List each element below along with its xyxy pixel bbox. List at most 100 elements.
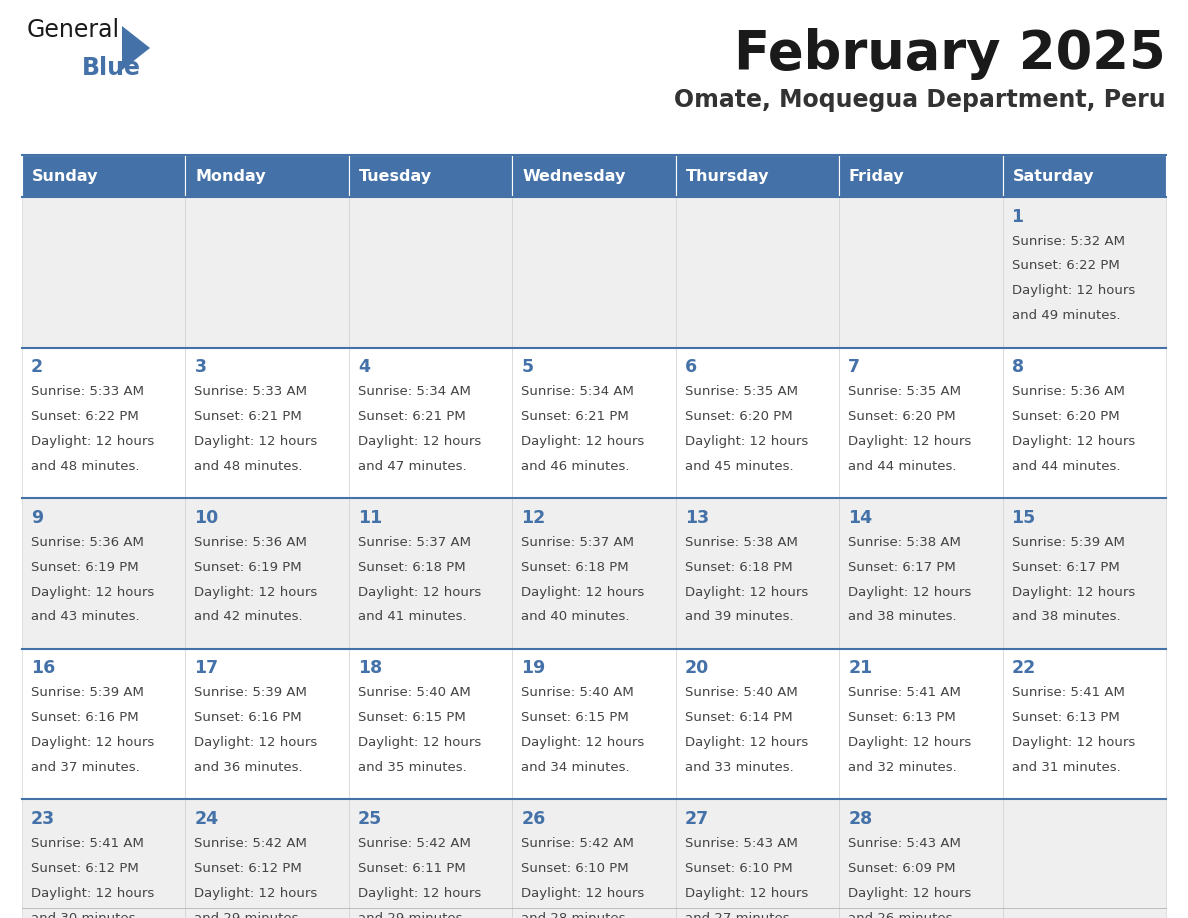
Text: Sunrise: 5:39 AM: Sunrise: 5:39 AM [31,687,144,700]
Text: Sunset: 6:20 PM: Sunset: 6:20 PM [848,410,956,423]
Text: Sunrise: 5:43 AM: Sunrise: 5:43 AM [684,837,797,850]
Text: and 26 minutes.: and 26 minutes. [848,912,956,918]
Text: Tuesday: Tuesday [359,169,431,184]
Polygon shape [122,26,150,70]
Text: and 36 minutes.: and 36 minutes. [195,761,303,774]
Text: Sunset: 6:15 PM: Sunset: 6:15 PM [522,711,628,724]
Text: Sunrise: 5:33 AM: Sunrise: 5:33 AM [31,386,144,398]
Text: Wednesday: Wednesday [522,169,625,184]
Bar [512,800,676,918]
Bar [1003,649,1165,800]
Bar [676,649,839,800]
Text: and 38 minutes.: and 38 minutes. [848,610,956,623]
Text: and 48 minutes.: and 48 minutes. [195,460,303,473]
Text: 3: 3 [195,358,207,376]
Text: Sunrise: 5:35 AM: Sunrise: 5:35 AM [684,386,797,398]
Bar [23,649,185,800]
Text: Sunrise: 5:40 AM: Sunrise: 5:40 AM [522,687,634,700]
Text: 24: 24 [195,810,219,828]
Text: Sunset: 6:11 PM: Sunset: 6:11 PM [358,862,466,875]
Text: and 31 minutes.: and 31 minutes. [1011,761,1120,774]
Bar [349,498,512,649]
Text: 26: 26 [522,810,545,828]
Text: Thursday: Thursday [685,169,769,184]
Text: 8: 8 [1011,358,1024,376]
Text: 4: 4 [358,358,369,376]
Text: Daylight: 12 hours: Daylight: 12 hours [195,586,317,599]
Text: Sunrise: 5:34 AM: Sunrise: 5:34 AM [522,386,634,398]
Text: Sunset: 6:12 PM: Sunset: 6:12 PM [31,862,139,875]
Bar [1003,197,1165,348]
Text: Sunrise: 5:42 AM: Sunrise: 5:42 AM [358,837,470,850]
Text: 6: 6 [684,358,697,376]
Text: Sunset: 6:13 PM: Sunset: 6:13 PM [1011,711,1119,724]
Text: Sunrise: 5:41 AM: Sunrise: 5:41 AM [1011,687,1124,700]
Bar [839,348,1003,498]
Text: Sunrise: 5:35 AM: Sunrise: 5:35 AM [848,386,961,398]
Bar [1003,155,1165,197]
Bar [839,649,1003,800]
Text: Sunrise: 5:34 AM: Sunrise: 5:34 AM [358,386,470,398]
Text: Sunrise: 5:41 AM: Sunrise: 5:41 AM [31,837,144,850]
Bar [512,649,676,800]
Bar [349,197,512,348]
Bar [676,155,839,197]
Text: 10: 10 [195,509,219,527]
Text: Sunrise: 5:39 AM: Sunrise: 5:39 AM [1011,536,1124,549]
Bar [676,197,839,348]
Text: and 38 minutes.: and 38 minutes. [1011,610,1120,623]
Text: Daylight: 12 hours: Daylight: 12 hours [195,887,317,900]
Text: Daylight: 12 hours: Daylight: 12 hours [358,736,481,749]
Text: 12: 12 [522,509,545,527]
Text: Saturday: Saturday [1012,169,1094,184]
Text: and 30 minutes.: and 30 minutes. [31,912,140,918]
Bar [512,197,676,348]
Text: 22: 22 [1011,659,1036,677]
Bar [23,498,185,649]
Text: Sunset: 6:16 PM: Sunset: 6:16 PM [195,711,302,724]
Text: Daylight: 12 hours: Daylight: 12 hours [848,887,972,900]
Text: and 42 minutes.: and 42 minutes. [195,610,303,623]
Text: 17: 17 [195,659,219,677]
Text: and 40 minutes.: and 40 minutes. [522,610,630,623]
Bar [676,800,839,918]
Text: and 29 minutes.: and 29 minutes. [195,912,303,918]
Text: Sunrise: 5:32 AM: Sunrise: 5:32 AM [1011,235,1125,248]
Text: Daylight: 12 hours: Daylight: 12 hours [31,736,154,749]
Text: 25: 25 [358,810,383,828]
Text: Sunset: 6:22 PM: Sunset: 6:22 PM [31,410,139,423]
Text: Sunrise: 5:38 AM: Sunrise: 5:38 AM [684,536,797,549]
Text: Sunset: 6:19 PM: Sunset: 6:19 PM [195,561,302,574]
Text: Sunrise: 5:37 AM: Sunrise: 5:37 AM [522,536,634,549]
Text: Sunset: 6:17 PM: Sunset: 6:17 PM [1011,561,1119,574]
Text: 28: 28 [848,810,872,828]
Text: Omate, Moquegua Department, Peru: Omate, Moquegua Department, Peru [675,88,1165,112]
Text: Friday: Friday [849,169,904,184]
Bar [185,348,349,498]
Text: Sunrise: 5:38 AM: Sunrise: 5:38 AM [848,536,961,549]
Text: Sunset: 6:10 PM: Sunset: 6:10 PM [522,862,628,875]
Text: 18: 18 [358,659,383,677]
Text: Daylight: 12 hours: Daylight: 12 hours [522,435,645,448]
Text: Sunset: 6:10 PM: Sunset: 6:10 PM [684,862,792,875]
Text: and 34 minutes.: and 34 minutes. [522,761,630,774]
Bar [512,155,676,197]
Text: 11: 11 [358,509,383,527]
Text: Daylight: 12 hours: Daylight: 12 hours [358,887,481,900]
Text: Daylight: 12 hours: Daylight: 12 hours [848,736,972,749]
Text: Sunrise: 5:33 AM: Sunrise: 5:33 AM [195,386,308,398]
Text: Sunset: 6:18 PM: Sunset: 6:18 PM [522,561,628,574]
Text: and 41 minutes.: and 41 minutes. [358,610,467,623]
Text: and 44 minutes.: and 44 minutes. [1011,460,1120,473]
Bar [349,649,512,800]
Text: Sunrise: 5:36 AM: Sunrise: 5:36 AM [31,536,144,549]
Text: and 47 minutes.: and 47 minutes. [358,460,467,473]
Text: 16: 16 [31,659,55,677]
Text: and 49 minutes.: and 49 minutes. [1011,309,1120,322]
Text: Daylight: 12 hours: Daylight: 12 hours [522,586,645,599]
Text: Sunset: 6:22 PM: Sunset: 6:22 PM [1011,260,1119,273]
Text: and 37 minutes.: and 37 minutes. [31,761,140,774]
Text: and 35 minutes.: and 35 minutes. [358,761,467,774]
Bar [839,498,1003,649]
Text: and 27 minutes.: and 27 minutes. [684,912,794,918]
